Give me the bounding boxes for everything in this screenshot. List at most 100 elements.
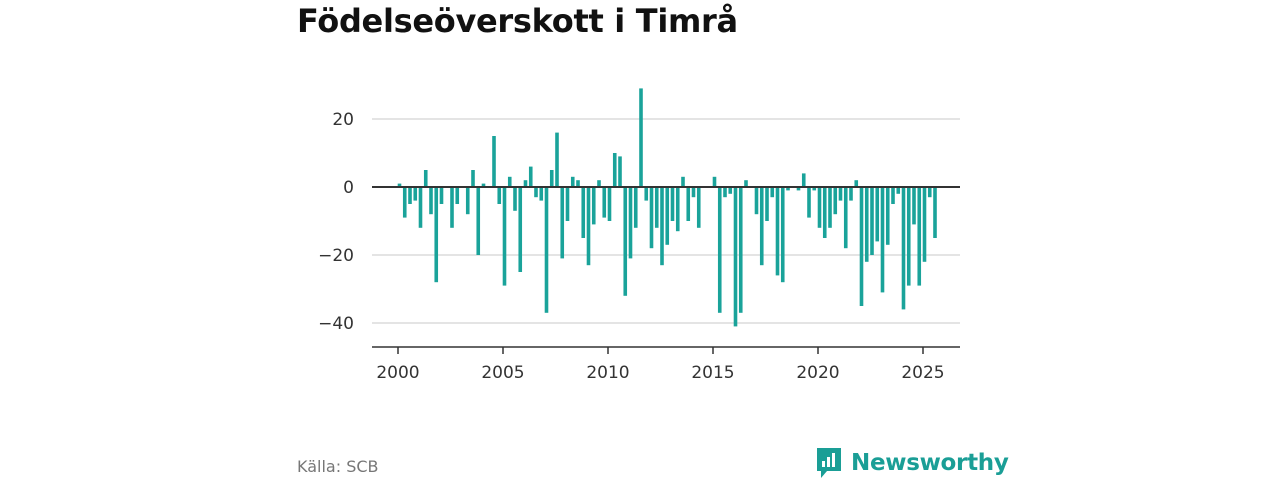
bar: [775, 187, 780, 276]
bar: [607, 187, 612, 221]
newsworthy-brand[interactable]: Newsworthy: [815, 446, 1009, 480]
bar: [864, 187, 869, 262]
bar: [675, 187, 680, 232]
bar: [917, 187, 922, 286]
bar: [418, 187, 423, 228]
bar: [738, 187, 743, 313]
bar: [717, 187, 722, 313]
y-tick-label: −40: [318, 314, 354, 334]
bar: [891, 187, 895, 204]
bar: [849, 187, 853, 201]
bar: [660, 187, 664, 266]
bar: [712, 176, 717, 187]
bar: [539, 187, 544, 201]
bar-chart: 20 0 −20 −40 2000 2005 2010 2015 2020 2025: [318, 88, 960, 383]
bar: [565, 187, 570, 221]
bar: [649, 187, 654, 249]
bar: [413, 187, 418, 201]
bar: [544, 187, 549, 313]
bar: [691, 187, 696, 198]
bar: [618, 156, 622, 187]
bar: [786, 187, 790, 191]
y-tick-label: −20: [318, 246, 354, 266]
bar: [602, 187, 607, 218]
bar: [880, 187, 885, 293]
bar: [933, 187, 937, 238]
x-tick-label: 2000: [376, 363, 419, 383]
bar: [670, 187, 675, 221]
bar: [465, 187, 470, 215]
bar: [429, 187, 433, 215]
bar: [759, 187, 764, 266]
bar: [639, 88, 643, 187]
bar: [654, 187, 659, 228]
bar: [796, 187, 801, 191]
bar: [901, 187, 906, 310]
y-axis-ticks: 20 0 −20 −40: [318, 110, 354, 334]
bar: [570, 176, 575, 187]
bar: [497, 187, 502, 204]
bar: [896, 187, 901, 194]
x-tick-label: 2010: [586, 363, 629, 383]
x-tick-label: 2005: [481, 363, 524, 383]
bar: [906, 187, 911, 286]
bar: [423, 170, 428, 187]
bar: [870, 187, 874, 255]
bar: [859, 187, 864, 306]
bar: [780, 187, 785, 283]
bar: [828, 187, 832, 228]
source-note: Källa: SCB: [297, 457, 379, 476]
bar: [576, 180, 580, 187]
bar: [733, 187, 738, 327]
bar: [513, 187, 517, 211]
bar: [875, 187, 880, 242]
bar: [686, 187, 691, 221]
bar: [912, 187, 916, 225]
bar: [518, 187, 523, 272]
bar: [633, 187, 638, 228]
bar: [744, 180, 748, 187]
bar: [591, 187, 596, 225]
bar: [854, 180, 859, 187]
bar: [644, 187, 649, 201]
bar: [812, 187, 817, 191]
bar: [507, 176, 512, 187]
bar: [397, 183, 402, 187]
bar: [534, 187, 538, 198]
newsworthy-logo-icon: [817, 448, 841, 478]
bar: [471, 170, 475, 187]
bar: [502, 187, 507, 286]
bar: [555, 132, 559, 187]
bar: [801, 173, 806, 187]
bar: [586, 187, 591, 266]
bar: [597, 180, 601, 187]
bar: [681, 176, 685, 187]
x-tick-label: 2020: [796, 363, 839, 383]
bar: [476, 187, 481, 255]
bar: [885, 187, 890, 245]
bar: [434, 187, 439, 283]
bar: [833, 187, 838, 215]
bar: [723, 187, 727, 198]
bar: [665, 187, 670, 245]
bar: [439, 187, 444, 204]
bar: [581, 187, 586, 238]
bar-series: [397, 88, 937, 327]
bar: [549, 170, 554, 187]
bar: [408, 187, 412, 204]
chart-title: Födelseöverskott i Timrå: [297, 2, 738, 40]
bar: [807, 187, 811, 218]
bar: [765, 187, 769, 221]
bar: [728, 187, 733, 194]
bar: [922, 187, 927, 262]
bar: [455, 187, 460, 204]
x-tick-label: 2015: [691, 363, 734, 383]
y-tick-label: 0: [343, 178, 354, 198]
bar: [770, 187, 775, 198]
axes: [372, 186, 960, 348]
bar: [628, 187, 633, 259]
bar: [822, 187, 827, 238]
bar: [696, 187, 701, 228]
bar: [523, 180, 528, 187]
brand-name: Newsworthy: [851, 450, 1009, 476]
